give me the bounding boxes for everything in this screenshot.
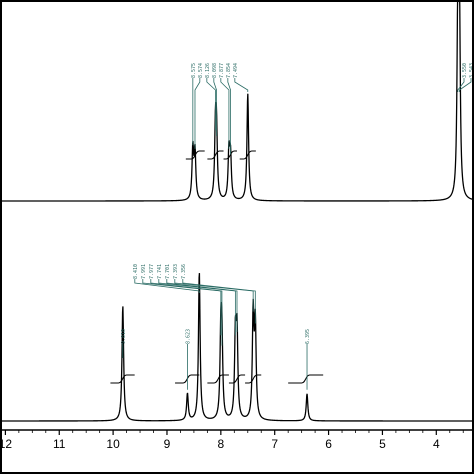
spectrum-trace-bottom: [2, 273, 472, 422]
peak-label: 8.410: [133, 264, 139, 279]
peak-marker-line: [182, 279, 256, 324]
peak-marker-line: [206, 78, 216, 131]
spectrum-trace-top: [2, 2, 472, 202]
x-tick-label: 10: [106, 437, 120, 451]
peak-marker-line: [213, 78, 217, 136]
peak-label: 7.991: [141, 264, 147, 279]
peak-label: 8.098: [212, 63, 218, 78]
peak-label: 7.977: [149, 264, 155, 279]
integral-curve-bottom: [288, 374, 324, 384]
peak-marker-line: [227, 78, 231, 155]
integral-curve-bottom: [207, 374, 229, 384]
peak-label: 3.550: [462, 63, 468, 78]
x-tick-label: 12: [2, 437, 12, 451]
peak-label: 7.877: [219, 63, 225, 78]
peak-marker-line: [158, 279, 236, 336]
x-tick-label: 4: [433, 437, 440, 451]
peak-label: 8.623: [185, 329, 191, 344]
peak-marker-line: [457, 78, 465, 92]
integral-curve-bottom: [245, 374, 262, 384]
peak-label: 6.395: [305, 329, 311, 344]
x-tick-label: 9: [164, 437, 171, 451]
peak-marker-line: [459, 78, 472, 92]
integral-curve-top: [239, 150, 256, 160]
x-tick-label: 8: [217, 437, 224, 451]
peak-label: 7.494: [233, 63, 239, 78]
integral-curve-bottom: [228, 374, 246, 384]
peak-label: 3.543: [469, 63, 474, 78]
peak-label: 7.854: [226, 63, 232, 78]
integral-curve-bottom: [110, 374, 135, 384]
peak-marker-line: [174, 279, 254, 312]
peak-label: 9.818: [121, 329, 127, 344]
peak-marker-line: [166, 279, 238, 332]
peak-label: 8.575: [191, 63, 197, 78]
peak-marker-line: [142, 279, 222, 336]
x-tick-label: 6: [325, 437, 332, 451]
peak-label: 7.701: [165, 264, 171, 279]
peak-label: 7.356: [181, 264, 187, 279]
integral-curve-top: [185, 150, 205, 160]
x-tick-label: 7: [271, 437, 278, 451]
peak-marker-line: [220, 78, 230, 149]
integral-curve-top: [223, 150, 237, 160]
peak-label: 7.393: [173, 264, 179, 279]
integral-curve-top: [207, 150, 224, 160]
peak-marker-line: [234, 78, 249, 92]
peak-label: 7.741: [157, 264, 163, 279]
peak-marker-line: [194, 78, 201, 149]
peak-marker-line: [150, 279, 223, 346]
peak-marker-line: [134, 279, 200, 293]
peak-label: 8.574: [198, 63, 204, 78]
peak-label: 8.126: [205, 63, 211, 78]
x-tick-label: 5: [379, 437, 386, 451]
x-tick-label: 11: [53, 437, 66, 451]
